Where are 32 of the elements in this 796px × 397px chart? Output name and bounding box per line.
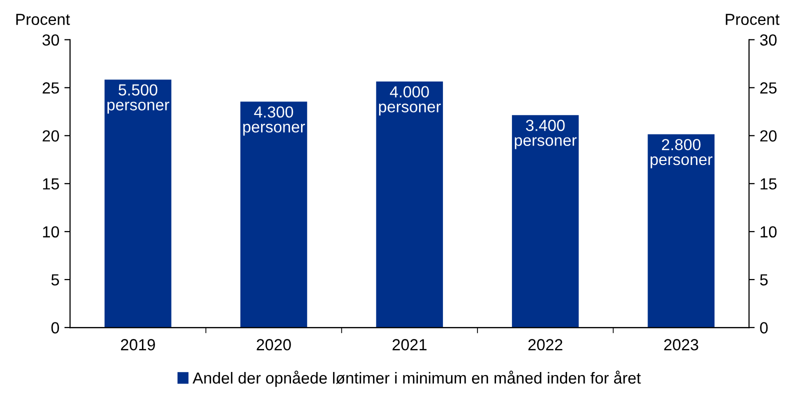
x-tick-label: 2019 xyxy=(120,339,155,350)
x-tick-label: 2020 xyxy=(256,339,291,350)
y-tick-label: 30 xyxy=(42,34,60,46)
y2-tick-label: 30 xyxy=(760,34,777,46)
bar xyxy=(103,78,172,328)
y2-tick-label: 0 xyxy=(760,322,768,334)
y2-tick-label: 10 xyxy=(760,226,777,238)
annotation: 3.400 personer xyxy=(514,120,577,150)
bar xyxy=(646,133,716,328)
annotation: 5.500 personer xyxy=(107,84,170,114)
bar xyxy=(239,100,308,328)
y2-tick-label: 25 xyxy=(760,82,777,94)
y-tick-label: 5 xyxy=(51,274,59,286)
y-tick-label: 25 xyxy=(42,82,59,94)
annotation: 4.300 personer xyxy=(243,106,305,136)
x-tick-label: 2022 xyxy=(528,339,562,350)
legend-label: Andel der opnåede løntimer i minimum en måned inden for året xyxy=(192,370,641,387)
y2-tick-label: 15 xyxy=(760,178,777,190)
y-axis-title: Procent xyxy=(16,14,70,26)
x-tick-label: 2023 xyxy=(664,339,698,350)
y2-tick-label: 5 xyxy=(760,274,768,286)
y2-tick-label: 20 xyxy=(760,130,777,142)
bar xyxy=(375,80,444,328)
bar xyxy=(510,114,580,328)
y-tick-label: 20 xyxy=(42,130,60,142)
annotation: 4.000 personer xyxy=(379,86,441,116)
y-tick-label: 10 xyxy=(43,226,60,238)
y-tick-label: 15 xyxy=(43,178,59,190)
annotation: 2.800 personer xyxy=(650,138,712,168)
y-tick-label: 0 xyxy=(51,322,60,334)
x-tick-label: 2021 xyxy=(392,339,427,350)
y2-axis-title: Procent xyxy=(726,14,780,26)
